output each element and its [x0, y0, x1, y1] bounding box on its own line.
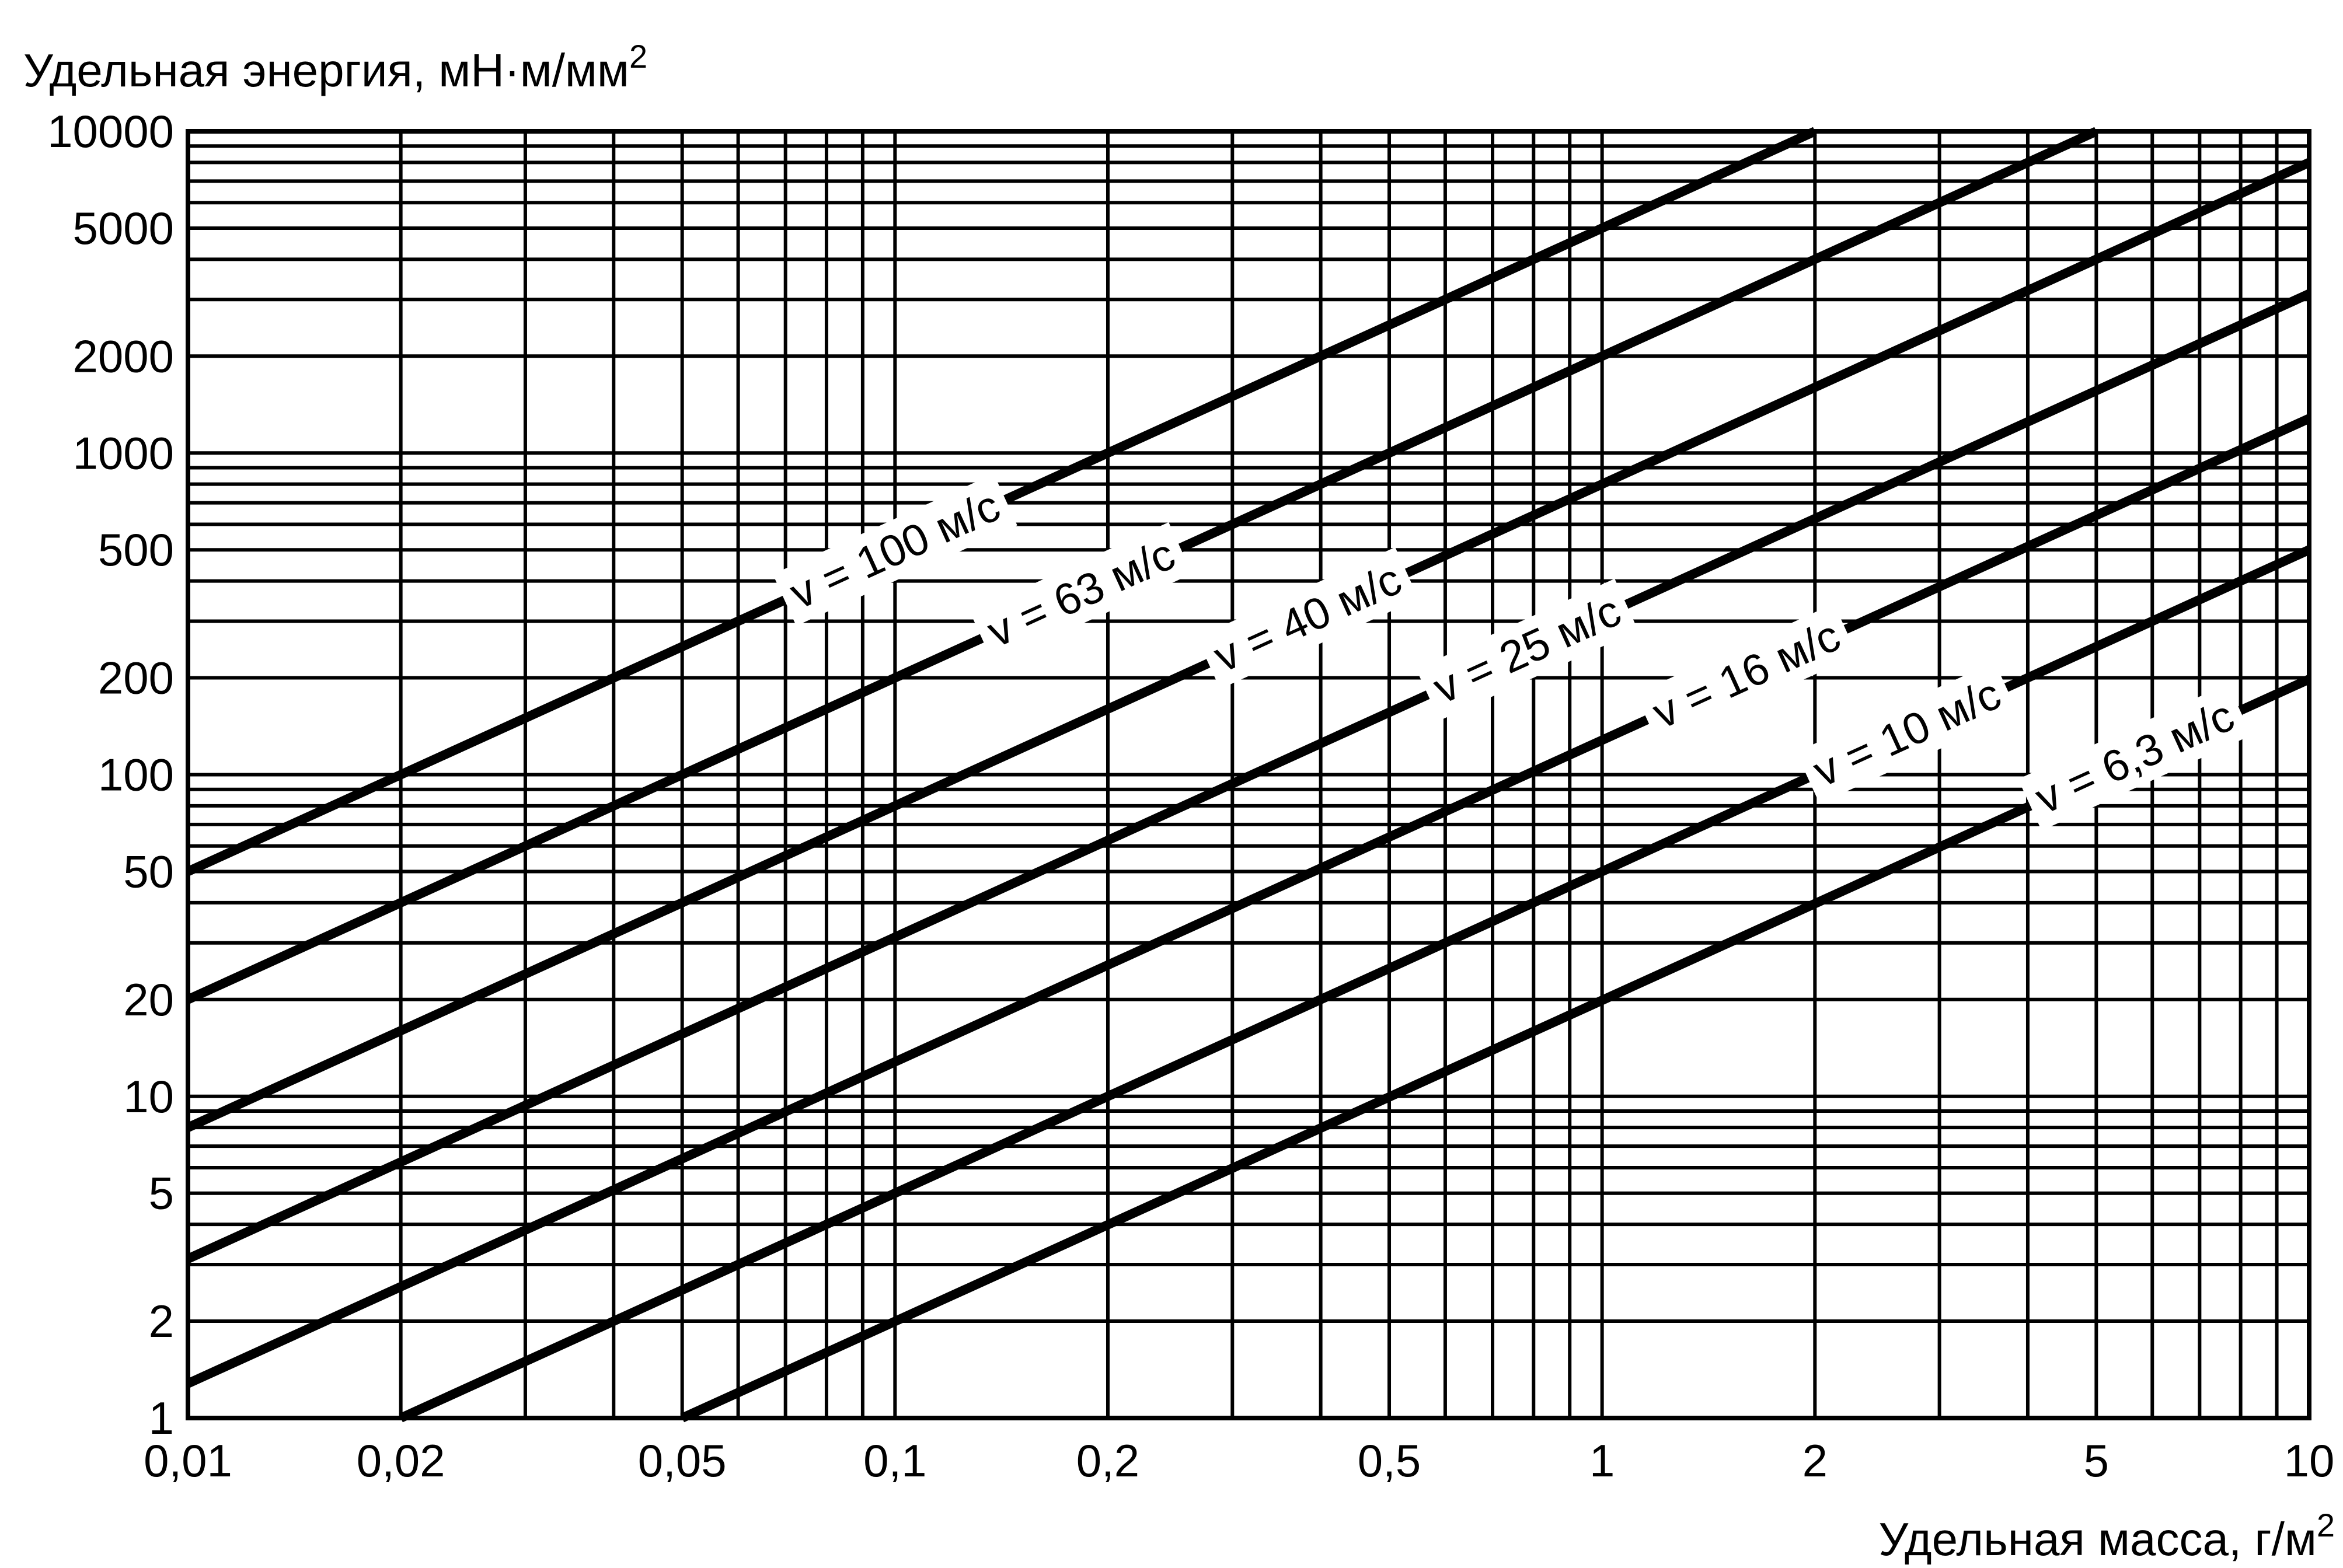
series-label: v = 25 м/с	[1416, 578, 1638, 721]
y-tick-label: 2	[149, 1295, 174, 1347]
y-tick-label: 100	[98, 749, 174, 801]
series-label-text: v = 16 м/с	[1645, 610, 1847, 738]
x-tick-label: 1	[1589, 1435, 1615, 1486]
x-tick-label: 5	[2084, 1435, 2109, 1486]
y-tick-label: 5	[149, 1168, 174, 1219]
series-label-bg	[1635, 603, 1858, 746]
y-tick-labels: 1 2 5 10 20 50 100 200 500 1000 2000 5000 10000	[47, 106, 174, 1444]
series-label: v = 16 м/с	[1635, 603, 1858, 746]
x-tick-label: 0,1	[863, 1435, 926, 1486]
series-line	[399, 545, 2311, 1423]
y-tick-label: 1000	[72, 427, 174, 479]
series-line	[186, 414, 2311, 1388]
y-tick-label: 1	[149, 1392, 174, 1444]
x-tick-label: 0,02	[357, 1435, 445, 1486]
x-tick-labels: 0,01 0,02 0,05 0,1 0,2 0,5 1 2 5 10	[144, 1435, 2334, 1486]
x-axis-title: Удельная масса, г/м2	[1878, 1507, 2335, 1565]
grid	[186, 130, 2311, 1420]
y-tick-label: 10	[123, 1071, 174, 1122]
y-tick-label: 20	[123, 974, 174, 1025]
x-tick-label: 10	[2284, 1435, 2335, 1486]
series-label-bg	[772, 473, 1017, 626]
y-tick-label: 50	[123, 846, 174, 897]
series-label: v = 40 м/с	[1197, 547, 1419, 689]
y-tick-label: 500	[98, 524, 174, 575]
series-label-bg	[1796, 662, 2018, 804]
series-label: v = 63 м/с	[970, 522, 1193, 664]
series-label-text: v = 10 м/с	[1806, 669, 2008, 797]
y-tick-label: 10000	[47, 106, 174, 157]
series-label-bg	[1416, 578, 1638, 721]
y-tick-label: 200	[98, 652, 174, 704]
x-tick-label: 0,5	[1358, 1435, 1421, 1486]
series-label-bg	[2018, 683, 2251, 831]
series-label: v = 10 м/с	[1796, 662, 2018, 804]
series-label-text: v = 25 м/с	[1426, 586, 1628, 714]
plot-frame	[186, 129, 2311, 1420]
y-axis-title: Удельная энергия, мН·м/мм2	[23, 38, 647, 96]
series-label: v = 6,3 м/с	[2018, 683, 2251, 831]
series-line	[186, 289, 2311, 1263]
y-tick-label: 2000	[72, 330, 174, 382]
series-label-bg	[1197, 547, 1419, 689]
y-tick-label: 5000	[72, 202, 174, 254]
series-label-bg	[970, 522, 1193, 664]
series-label-text: v = 6,3 м/с	[2028, 691, 2241, 824]
x-tick-label: 0,05	[638, 1435, 727, 1486]
x-tick-label: 0,2	[1076, 1435, 1139, 1486]
x-tick-label: 2	[1802, 1435, 1828, 1486]
x-tick-label: 0,01	[144, 1435, 232, 1486]
series-label-text: v = 40 м/с	[1207, 554, 1408, 682]
